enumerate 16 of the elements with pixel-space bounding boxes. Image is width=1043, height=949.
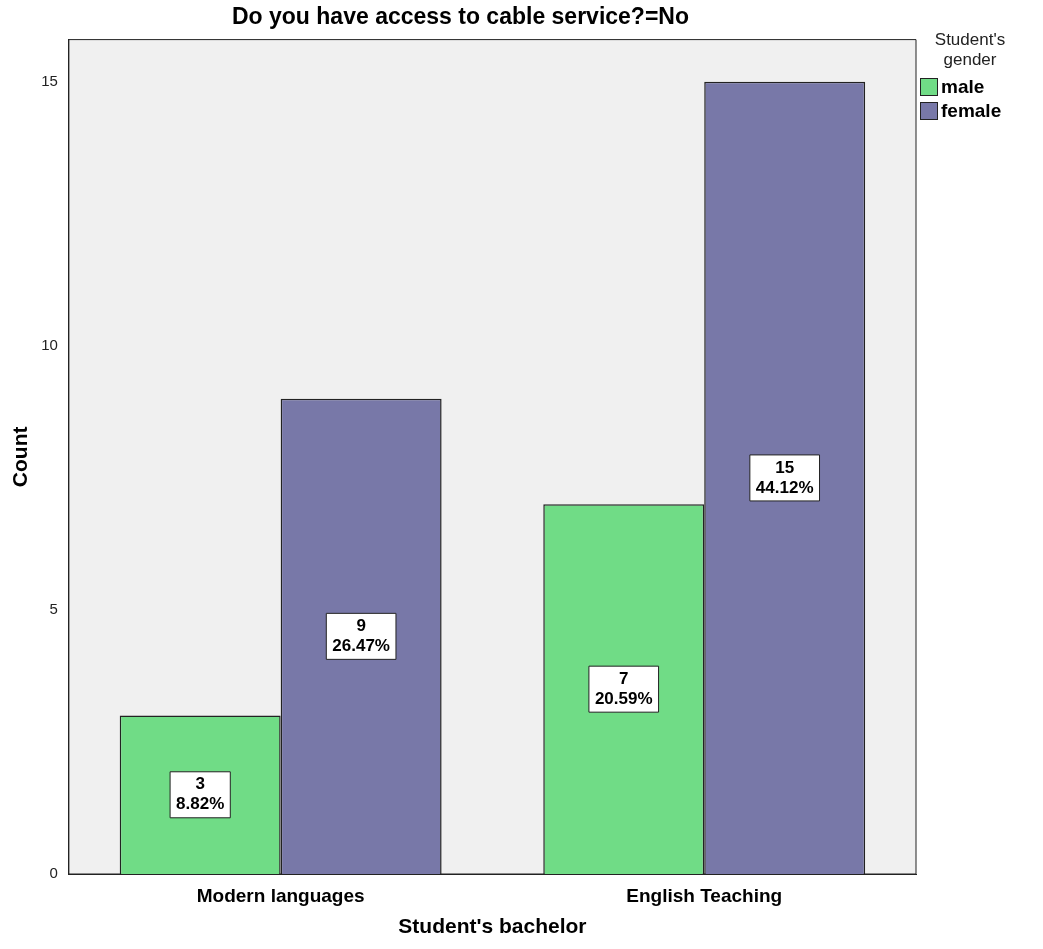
legend-label: female <box>941 100 1002 122</box>
x-tick-label: English Teaching <box>626 884 783 906</box>
data-label: 7 20.59% <box>594 668 653 708</box>
y-tick-label: 0 <box>49 864 58 882</box>
chart-title: Do you have access to cable service?=No <box>231 3 690 30</box>
y-tick-label: 5 <box>49 600 58 618</box>
legend-title: Student's gender <box>933 30 1007 70</box>
y-tick-label: 15 <box>41 71 58 89</box>
y-tick-label: 10 <box>41 336 58 354</box>
data-label: 9 26.47% <box>332 616 390 656</box>
legend-label: male <box>941 76 985 98</box>
y-axis-title: Count <box>8 426 32 488</box>
data-label: 3 8.82% <box>176 774 225 814</box>
x-tick-label: Modern languages <box>196 884 365 906</box>
x-axis-title: Student's bachelor <box>398 914 587 938</box>
data-label: 15 44.12% <box>755 457 814 497</box>
